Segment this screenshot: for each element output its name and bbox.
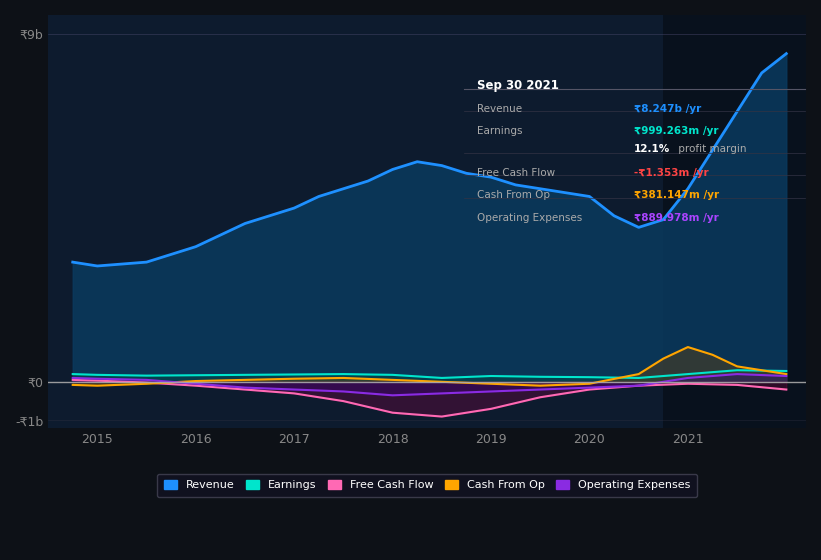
Bar	[663, 15, 806, 428]
Text: ₹8.247b /yr: ₹8.247b /yr	[635, 104, 701, 114]
Text: ₹381.147m /yr: ₹381.147m /yr	[635, 190, 719, 200]
Text: Revenue: Revenue	[478, 104, 523, 114]
Text: Earnings: Earnings	[478, 126, 523, 136]
Text: Sep 30 2021: Sep 30 2021	[478, 79, 559, 92]
Text: ₹889.978m /yr: ₹889.978m /yr	[635, 213, 719, 223]
Text: -₹1.353m /yr: -₹1.353m /yr	[635, 168, 709, 178]
Text: Free Cash Flow: Free Cash Flow	[478, 168, 556, 178]
Legend: Revenue, Earnings, Free Cash Flow, Cash From Op, Operating Expenses: Revenue, Earnings, Free Cash Flow, Cash …	[157, 474, 697, 497]
Text: Operating Expenses: Operating Expenses	[478, 213, 583, 223]
Text: 12.1%: 12.1%	[635, 144, 671, 155]
Text: ₹999.263m /yr: ₹999.263m /yr	[635, 126, 718, 136]
Text: profit margin: profit margin	[675, 144, 746, 155]
Text: Cash From Op: Cash From Op	[478, 190, 551, 200]
